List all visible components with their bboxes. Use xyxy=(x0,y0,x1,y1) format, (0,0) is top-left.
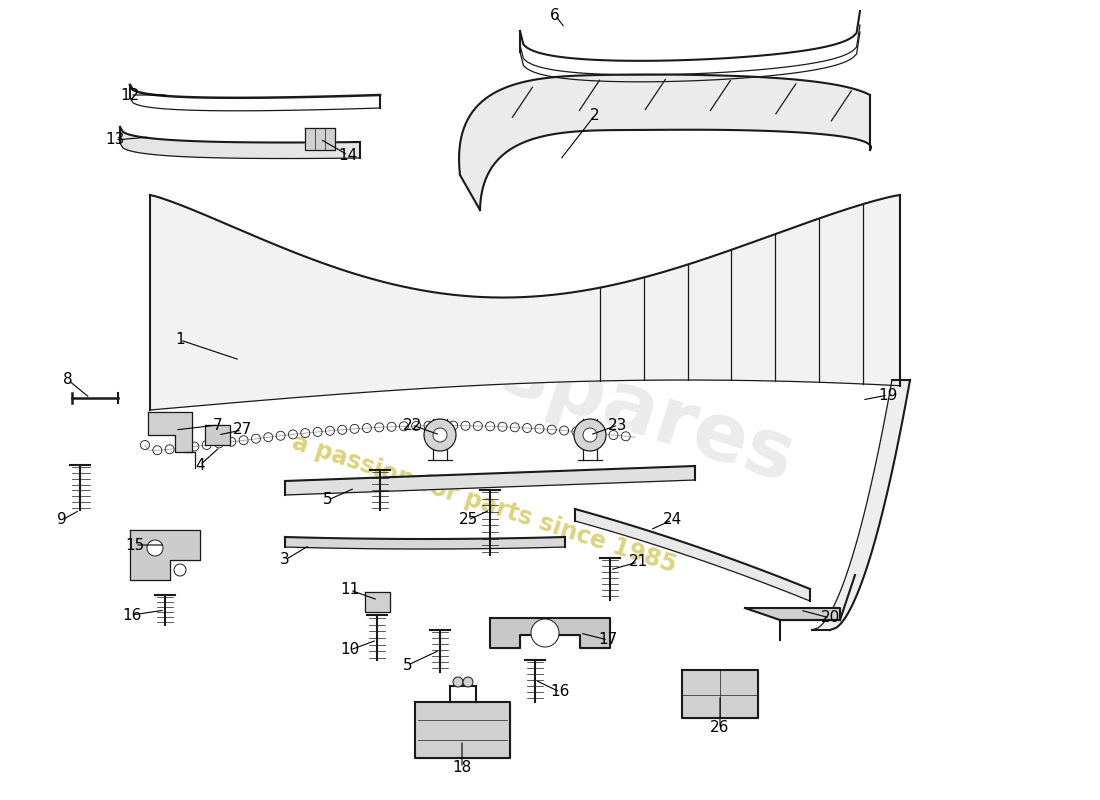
Circle shape xyxy=(583,428,597,442)
Polygon shape xyxy=(682,670,758,718)
Text: 21: 21 xyxy=(628,554,648,570)
Text: a passion for parts since 1985: a passion for parts since 1985 xyxy=(289,430,679,578)
Polygon shape xyxy=(205,425,230,445)
Text: 5: 5 xyxy=(323,493,333,507)
Text: 13: 13 xyxy=(106,133,124,147)
Text: 10: 10 xyxy=(340,642,360,658)
Text: 2: 2 xyxy=(591,107,600,122)
Text: 8: 8 xyxy=(63,373,73,387)
Circle shape xyxy=(424,419,456,451)
Text: 17: 17 xyxy=(598,633,617,647)
Circle shape xyxy=(463,677,473,687)
Circle shape xyxy=(453,677,463,687)
Text: 20: 20 xyxy=(821,610,839,626)
Text: 7: 7 xyxy=(213,418,223,433)
Polygon shape xyxy=(305,128,336,150)
Text: 26: 26 xyxy=(711,721,729,735)
Polygon shape xyxy=(120,127,360,158)
Polygon shape xyxy=(365,592,390,612)
Text: 27: 27 xyxy=(232,422,252,438)
Text: 14: 14 xyxy=(339,147,358,162)
Text: eurospares: eurospares xyxy=(296,268,804,500)
Circle shape xyxy=(531,619,559,647)
Circle shape xyxy=(433,428,447,442)
Polygon shape xyxy=(490,618,610,648)
Text: 18: 18 xyxy=(452,761,472,775)
Text: 9: 9 xyxy=(57,513,67,527)
Text: 1: 1 xyxy=(175,333,185,347)
Polygon shape xyxy=(415,702,510,758)
Circle shape xyxy=(574,419,606,451)
Text: 22: 22 xyxy=(403,418,421,433)
Polygon shape xyxy=(812,380,910,630)
Polygon shape xyxy=(285,537,565,549)
Text: 6: 6 xyxy=(550,7,560,22)
Polygon shape xyxy=(285,466,695,495)
Text: 5: 5 xyxy=(404,658,412,673)
Text: 24: 24 xyxy=(662,513,682,527)
Text: 11: 11 xyxy=(340,582,360,598)
Text: 23: 23 xyxy=(608,418,628,433)
Text: 4: 4 xyxy=(195,458,205,473)
Polygon shape xyxy=(148,412,192,452)
Polygon shape xyxy=(745,608,840,620)
Text: 16: 16 xyxy=(122,607,142,622)
Polygon shape xyxy=(130,530,200,580)
Text: 19: 19 xyxy=(878,387,898,402)
Text: 25: 25 xyxy=(459,513,477,527)
Text: 16: 16 xyxy=(550,685,570,699)
Text: 15: 15 xyxy=(125,538,144,553)
Polygon shape xyxy=(459,74,871,210)
Polygon shape xyxy=(150,195,900,410)
Text: 12: 12 xyxy=(120,87,140,102)
Circle shape xyxy=(147,540,163,556)
Circle shape xyxy=(174,564,186,576)
Text: 3: 3 xyxy=(280,553,290,567)
Polygon shape xyxy=(575,509,810,601)
